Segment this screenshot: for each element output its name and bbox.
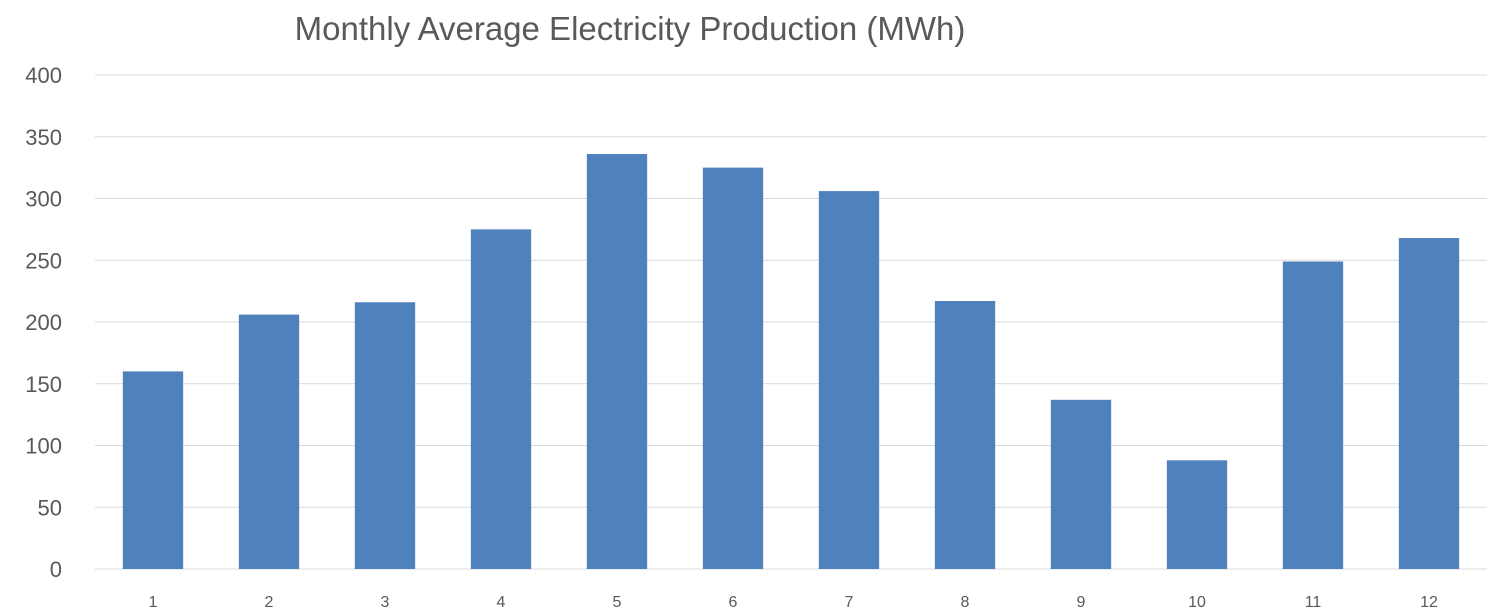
- x-tick-label: 7: [845, 594, 854, 610]
- bar-10: [1166, 460, 1228, 569]
- y-tick-label: 250: [25, 248, 62, 273]
- x-tick-label: 8: [961, 594, 970, 610]
- y-tick-label: 0: [50, 557, 62, 582]
- bar-12: [1398, 238, 1460, 569]
- bar-9: [1050, 399, 1112, 569]
- x-tick-label: 6: [729, 594, 738, 610]
- x-tick-label: 11: [1305, 594, 1322, 610]
- bar-8: [934, 301, 996, 569]
- gridlines: [95, 74, 1487, 570]
- chart-title: Monthly Average Electricity Production (…: [294, 10, 966, 47]
- bar-5: [586, 154, 648, 570]
- bar-4: [470, 229, 532, 569]
- bars: [122, 154, 1460, 570]
- x-tick-label: 1: [149, 594, 158, 610]
- y-tick-label: 50: [38, 495, 62, 520]
- bar-6: [702, 167, 764, 569]
- y-tick-label: 100: [25, 434, 62, 459]
- y-tick-label: 150: [25, 372, 62, 397]
- x-tick-label: 5: [613, 594, 622, 610]
- x-axis-ticks: 1 2 3 4 5 6 7 8 9 10 11 12: [149, 594, 1438, 610]
- y-tick-label: 400: [25, 63, 62, 88]
- bar-7: [818, 191, 880, 569]
- y-tick-label: 200: [25, 310, 62, 335]
- x-tick-label: 2: [265, 594, 274, 610]
- bar-2: [238, 314, 300, 569]
- x-tick-label: 3: [381, 594, 390, 610]
- y-axis-ticks: 0 50 100 150 200 250 300 350 400: [25, 63, 62, 582]
- x-tick-label: 9: [1077, 594, 1086, 610]
- x-tick-label: 10: [1188, 594, 1206, 610]
- bar-1: [122, 371, 184, 569]
- y-tick-label: 300: [25, 187, 62, 212]
- y-tick-label: 350: [25, 125, 62, 150]
- bar-11: [1282, 261, 1344, 569]
- x-tick-label: 12: [1420, 594, 1438, 610]
- x-tick-label: 4: [497, 594, 506, 610]
- bar-3: [354, 302, 416, 569]
